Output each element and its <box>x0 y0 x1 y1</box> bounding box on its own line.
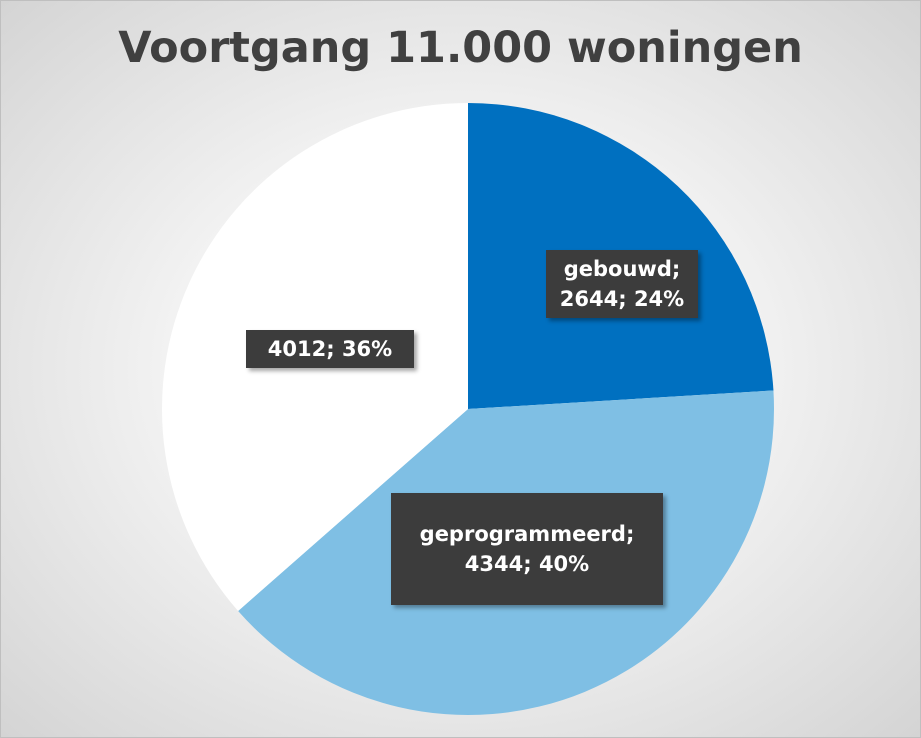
chart-title: Voortgang 11.000 woningen <box>118 23 803 73</box>
data-label: gebouwd; 2644; 24% <box>546 250 698 318</box>
data-label: geprogrammeerd; 4344; 40% <box>391 493 663 605</box>
data-label: 4012; 36% <box>246 330 414 368</box>
